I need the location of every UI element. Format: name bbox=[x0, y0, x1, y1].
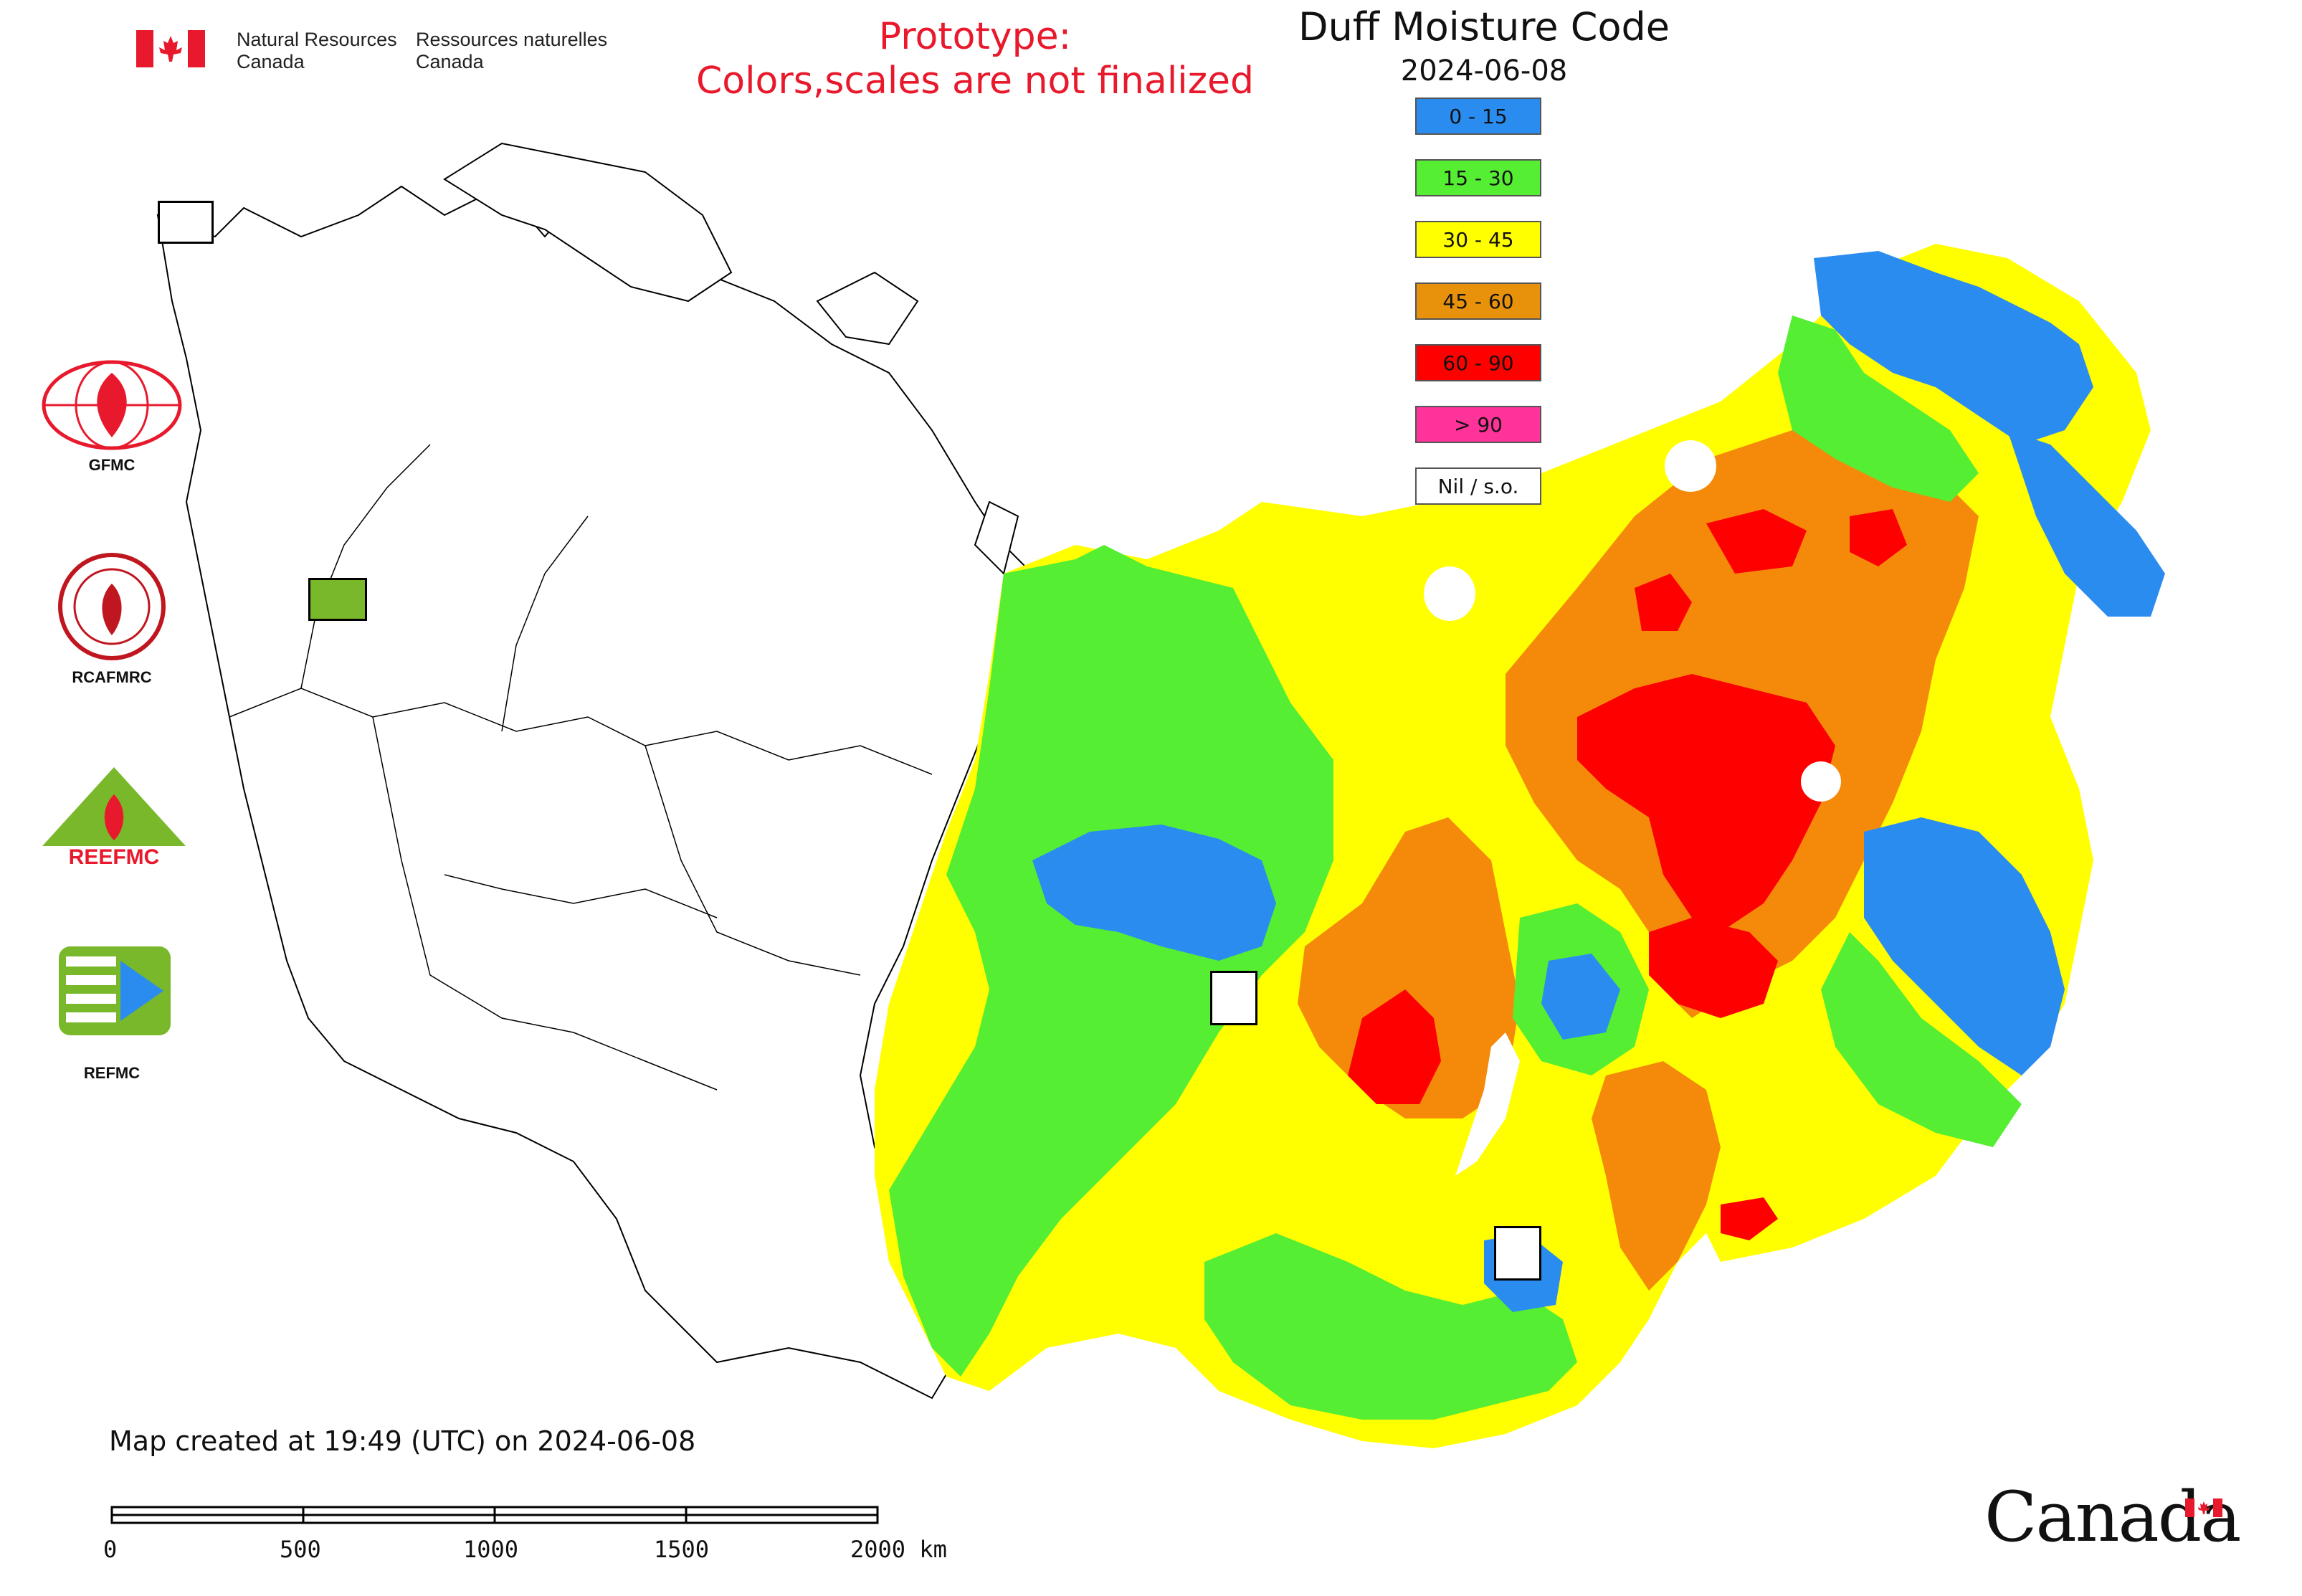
legend-item: 15 - 30 bbox=[1415, 159, 1541, 196]
legend-item: > 90 bbox=[1415, 406, 1541, 443]
scale-tick-1000: 1000 bbox=[463, 1536, 519, 1563]
legend-label: > 90 bbox=[1454, 412, 1503, 437]
country-outlines bbox=[156, 142, 1034, 1400]
scale-tick-0: 0 bbox=[103, 1536, 118, 1563]
map-created-note: Map created at 19:49 (UTC) on 2024-06-08 bbox=[109, 1425, 696, 1457]
refmc-logo-icon bbox=[59, 946, 171, 1035]
rcafmrc-map-marker-icon[interactable] bbox=[1494, 1226, 1541, 1281]
agency-fr-line1: Ressources naturelles bbox=[416, 29, 608, 50]
legend-item: 45 - 60 bbox=[1415, 282, 1541, 320]
map-date: 2024-06-08 bbox=[1400, 54, 1568, 87]
legend-label: Nil / s.o. bbox=[1437, 474, 1519, 498]
agency-en-line1: Natural Resources bbox=[237, 29, 397, 50]
canada-flag-icon bbox=[136, 30, 205, 67]
prototype-line1: Prototype: bbox=[878, 15, 1072, 58]
legend-label: 15 - 30 bbox=[1442, 166, 1514, 190]
legend-label: 60 - 90 bbox=[1442, 351, 1514, 375]
map-title: Duff Moisture Code bbox=[1298, 4, 1670, 49]
legend-item: 0 - 15 bbox=[1415, 98, 1541, 135]
legend-label: 45 - 60 bbox=[1442, 289, 1514, 313]
agency-en-line2: Canada bbox=[237, 51, 305, 72]
refmc-label: REFMC bbox=[83, 1064, 141, 1082]
agency-name-en: Natural Resources Canada bbox=[237, 29, 397, 73]
agency-name-fr: Ressources naturelles Canada bbox=[416, 29, 607, 73]
canada-wordmark: Canada bbox=[1984, 1477, 2241, 1557]
reefmc-logo-icon: REEFMC bbox=[39, 767, 189, 868]
legend-label: 0 - 15 bbox=[1449, 104, 1508, 128]
gfmc-label: GFMC bbox=[88, 456, 135, 474]
legend-item: 60 - 90 bbox=[1415, 344, 1541, 381]
scale-tick-2000: 2000 km bbox=[850, 1536, 947, 1563]
reefmc-logo-text: REEFMC bbox=[69, 845, 160, 868]
reefmc-map-marker-icon[interactable] bbox=[308, 578, 367, 621]
legend-item: Nil / s.o. bbox=[1415, 467, 1541, 505]
agency-fr-line2: Canada bbox=[416, 51, 484, 72]
scale-bar bbox=[110, 1506, 879, 1524]
gfmc-logo-icon bbox=[40, 358, 184, 452]
dmc-color-region bbox=[875, 244, 2165, 1448]
scale-tick-1500: 1500 bbox=[654, 1536, 710, 1563]
gfmc-map-marker-icon[interactable] bbox=[158, 201, 214, 244]
rcafmrc-label: RCAFMRC bbox=[72, 668, 152, 686]
prototype-warning: Prototype: Colors,scales are not finaliz… bbox=[645, 14, 1305, 103]
prototype-line2: Colors,scales are not finalized bbox=[695, 60, 1255, 103]
rcafmrc-logo-icon bbox=[57, 552, 166, 661]
refmc-map-marker-icon[interactable] bbox=[1210, 971, 1257, 1025]
canada-wordmark-flag-icon bbox=[2185, 1498, 2222, 1517]
internal-borders bbox=[229, 444, 933, 1091]
legend-label: 30 - 45 bbox=[1442, 227, 1514, 252]
scale-tick-500: 500 bbox=[280, 1536, 321, 1563]
legend-item: 30 - 45 bbox=[1415, 221, 1541, 258]
